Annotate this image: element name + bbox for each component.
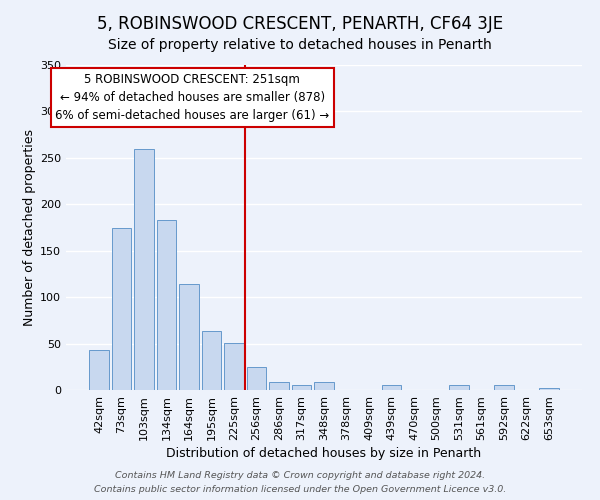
Bar xyxy=(247,367,266,390)
Text: Contains HM Land Registry data © Crown copyright and database right 2024.
Contai: Contains HM Land Registry data © Crown c… xyxy=(94,472,506,494)
Bar xyxy=(292,386,311,390)
Bar xyxy=(382,386,401,390)
Y-axis label: Number of detached properties: Number of detached properties xyxy=(23,129,36,326)
Bar xyxy=(449,386,469,390)
Bar xyxy=(314,382,334,390)
Text: 5, ROBINSWOOD CRESCENT, PENARTH, CF64 3JE: 5, ROBINSWOOD CRESCENT, PENARTH, CF64 3J… xyxy=(97,15,503,33)
Text: 5 ROBINSWOOD CRESCENT: 251sqm
← 94% of detached houses are smaller (878)
6% of s: 5 ROBINSWOOD CRESCENT: 251sqm ← 94% of d… xyxy=(55,73,329,122)
Bar xyxy=(224,342,244,390)
Bar xyxy=(179,284,199,390)
Bar xyxy=(112,228,131,390)
Bar xyxy=(269,382,289,390)
Bar xyxy=(157,220,176,390)
X-axis label: Distribution of detached houses by size in Penarth: Distribution of detached houses by size … xyxy=(166,447,482,460)
Bar xyxy=(134,148,154,390)
Bar xyxy=(539,388,559,390)
Bar xyxy=(202,330,221,390)
Bar xyxy=(89,350,109,390)
Bar xyxy=(494,386,514,390)
Text: Size of property relative to detached houses in Penarth: Size of property relative to detached ho… xyxy=(108,38,492,52)
